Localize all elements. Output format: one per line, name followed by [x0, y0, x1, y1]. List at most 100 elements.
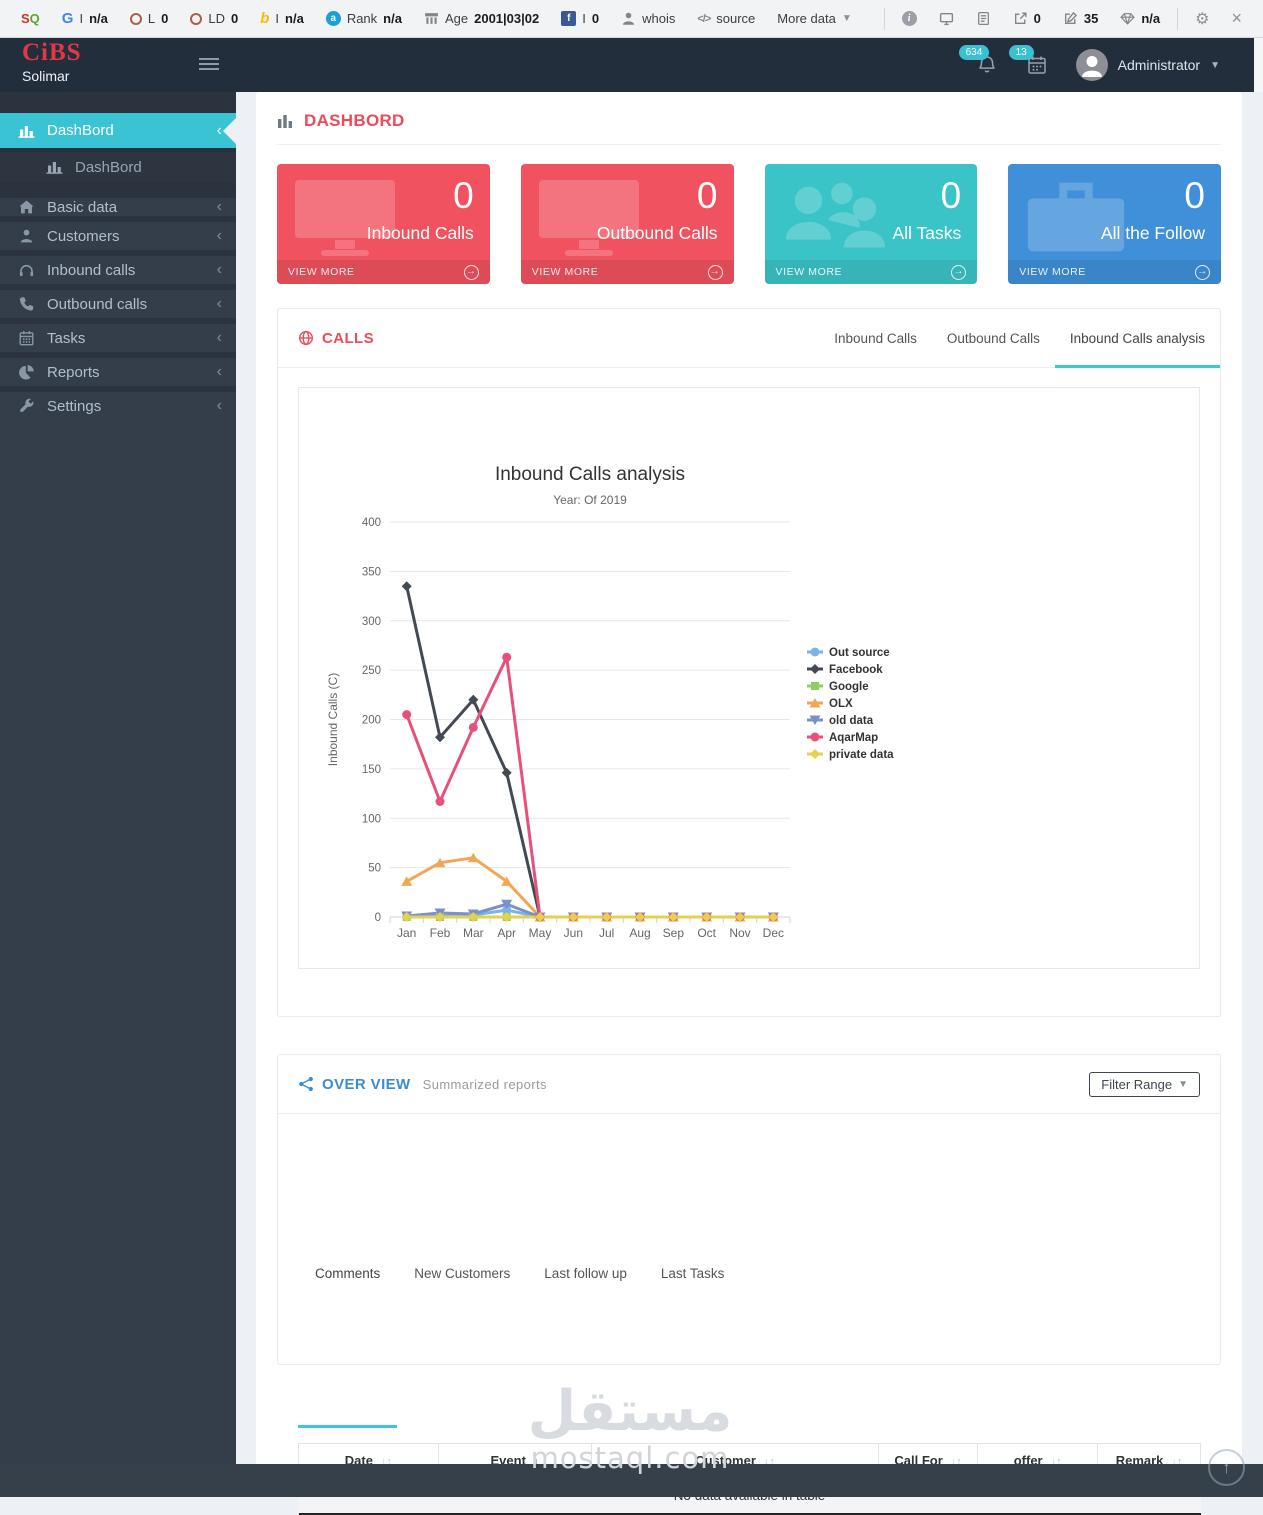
- desktop-icon: [535, 176, 643, 260]
- tab-last-follow-up[interactable]: Last follow up: [544, 1266, 627, 1281]
- svg-text:Jul: Jul: [599, 926, 614, 940]
- toolbar-item-more-data[interactable]: More data ▼: [777, 11, 852, 26]
- sidebar-item-settings[interactable]: Settings ‹: [0, 386, 236, 420]
- phone-icon: [18, 296, 35, 312]
- chevron-left-icon: ‹: [216, 227, 222, 244]
- stat-card-label: Inbound Calls: [366, 223, 474, 243]
- chevron-left-icon: ‹: [216, 261, 222, 278]
- stat-cards-row: 0 Inbound Calls VIEW MORE → 0 Outbound Calls V…: [256, 145, 1242, 284]
- sort-icon: ↓↑: [1050, 1456, 1062, 1468]
- toolbar-item-ld[interactable]: LD 0: [190, 11, 238, 26]
- toolbar-item-source[interactable]: </> source: [697, 11, 756, 26]
- stat-card-value: 0: [1184, 175, 1205, 216]
- briefcase-icon: [1022, 176, 1130, 260]
- toolbar-tool-diamond[interactable]: n/a: [1120, 11, 1160, 26]
- home-icon: [18, 199, 35, 215]
- sort-icon: ↓: [533, 1456, 540, 1468]
- chart-container: Inbound Calls analysis Year: Of 2019 0 50 10…: [298, 387, 1200, 969]
- stat-card-all-tasks: 0 All Tasks VIEW MORE →: [764, 164, 978, 284]
- sidebar-item-tasks[interactable]: Tasks ‹: [0, 318, 236, 352]
- tab-last-tasks[interactable]: Last Tasks: [660, 1266, 725, 1281]
- svg-text:Dec: Dec: [763, 926, 784, 940]
- sidebar-item-inbound-calls[interactable]: Inbound calls ‹: [0, 250, 236, 284]
- notifications-bell-icon[interactable]: 634: [958, 45, 998, 76]
- sidebar-item-dashbord-sub[interactable]: DashBord: [0, 148, 236, 182]
- scrollbar-track: [1254, 38, 1263, 92]
- svg-text:Oct: Oct: [697, 926, 716, 940]
- toolbar-item-seoquake[interactable]: SQ: [21, 11, 40, 26]
- headphones-icon: [18, 262, 35, 278]
- tab-inbound-calls[interactable]: Inbound Calls: [834, 330, 917, 346]
- calls-panel: CALLS Inbound Calls Outbound Calls Inbound…: [277, 308, 1221, 1017]
- app-header: CiBS Solimar 634 13: [0, 38, 1254, 92]
- toolbar-item-age[interactable]: Age 2001|03|02: [424, 11, 539, 26]
- calendar-icon: [18, 330, 35, 346]
- toolbar-gear[interactable]: ⚙: [1195, 10, 1210, 28]
- sidebar-item-dashbord[interactable]: DashBord ‹: [0, 113, 236, 148]
- tab-comments[interactable]: Comments: [298, 1119, 398, 1428]
- bar-chart-icon: [18, 123, 35, 139]
- svg-text:AqarMap: AqarMap: [829, 732, 878, 744]
- calls-panel-title-text: CALLS: [322, 329, 374, 347]
- toolbar-tool-doc[interactable]: [976, 11, 991, 26]
- view-more-link[interactable]: VIEW MORE →: [764, 260, 978, 284]
- tab-outbound-calls[interactable]: Outbound Calls: [946, 330, 1040, 346]
- stat-card-value: 0: [940, 175, 962, 216]
- sort-icon: ↓↑: [380, 1456, 392, 1468]
- svg-text:350: 350: [362, 566, 381, 578]
- toolbar-tool-edit[interactable]: 35: [1063, 11, 1098, 26]
- brand-logo[interactable]: CiBS Solimar: [22, 40, 82, 83]
- chevron-left-icon: ‹: [216, 329, 222, 346]
- sort-icon: ↓↑: [1171, 1456, 1183, 1468]
- toolbar-item-rank[interactable]: a Rank n/a: [325, 11, 402, 26]
- arrow-up-icon: ↑: [1222, 1457, 1231, 1477]
- overview-panel-header: OVER VIEW Summarized reports Filter Rang…: [278, 1055, 1220, 1114]
- toolbar-tool-external[interactable]: 0: [1013, 11, 1041, 26]
- svg-text:Facebook: Facebook: [829, 664, 883, 676]
- stat-card-label: Outbound Calls: [596, 223, 718, 243]
- sidebar-item-outbound-calls[interactable]: Outbound calls ‹: [0, 284, 236, 318]
- stat-card-value: 0: [696, 175, 718, 216]
- sidebar-item-reports[interactable]: Reports ‹: [0, 352, 236, 386]
- stat-card-outbound-calls: 0 Outbound Calls VIEW MORE →: [520, 164, 734, 284]
- svg-text:Jun: Jun: [564, 926, 583, 940]
- calls-line-chart: Inbound Calls analysis Year: Of 2019 0 50 10…: [326, 464, 894, 940]
- svg-text:Sep: Sep: [663, 926, 685, 940]
- stat-card-value: 0: [453, 175, 474, 216]
- toolbar-close[interactable]: ×: [1231, 8, 1242, 28]
- sidebar-toggle-icon[interactable]: [199, 58, 219, 73]
- user-menu[interactable]: Administrator ▼: [1075, 49, 1220, 81]
- view-more-link[interactable]: VIEW MORE →: [520, 260, 734, 284]
- svg-text:Jan: Jan: [397, 926, 416, 940]
- tab-inbound-calls-analysis[interactable]: Inbound Calls analysis: [1054, 309, 1221, 368]
- sidebar-item-label: Customers: [47, 227, 120, 245]
- svg-text:0: 0: [375, 912, 381, 924]
- calls-panel-title: CALLS: [298, 330, 374, 347]
- view-more-link[interactable]: VIEW MORE →: [1008, 260, 1221, 284]
- scroll-to-top-button[interactable]: ↑: [1208, 1449, 1245, 1486]
- svg-text:OLX: OLX: [829, 698, 853, 710]
- svg-text:Nov: Nov: [729, 926, 750, 940]
- brand-title: CiBS: [22, 39, 82, 66]
- calendar-icon[interactable]: 13: [1008, 45, 1048, 76]
- sort-icon: ↓↑: [950, 1456, 962, 1468]
- chevron-left-icon: ‹: [216, 397, 222, 414]
- tab-new-customers[interactable]: New Customers: [414, 1266, 511, 1281]
- view-more-link[interactable]: VIEW MORE →: [277, 260, 490, 284]
- filter-range-button[interactable]: Filter Range ▼: [1089, 1071, 1200, 1097]
- sidebar-item-label: Settings: [47, 397, 102, 415]
- toolbar-item-whois[interactable]: whois: [621, 11, 675, 26]
- svg-text:250: 250: [362, 665, 381, 677]
- svg-text:Apr: Apr: [497, 926, 516, 940]
- sidebar-item-basic-data[interactable]: Basic data ‹: [0, 182, 236, 216]
- toolbar-tool-monitor[interactable]: [939, 11, 954, 26]
- svg-text:old data: old data: [829, 715, 874, 727]
- toolbar-tool-info[interactable]: i: [901, 11, 917, 26]
- sort-icon: ↓↑: [763, 1456, 775, 1468]
- page-header: DASHBORD: [256, 92, 1242, 144]
- sidebar-item-customers[interactable]: Customers ‹: [0, 216, 236, 250]
